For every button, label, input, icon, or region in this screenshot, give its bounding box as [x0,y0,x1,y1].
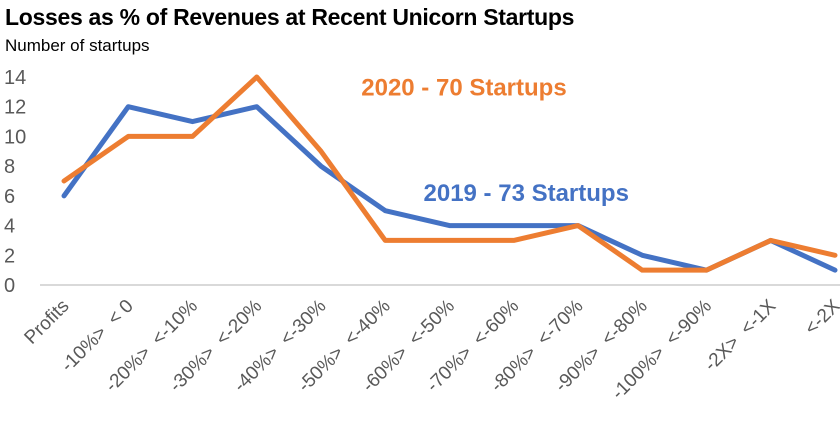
y-tick-label: 8 [4,156,15,178]
series-annotation-2019: 2019 - 73 Startups [424,180,629,207]
y-tick-label: 14 [4,67,26,89]
y-tick-label: 6 [4,186,15,208]
y-tick-label: 12 [4,97,26,119]
y-tick-label: 10 [4,126,26,148]
series-lines [61,74,838,273]
y-tick-label: 0 [4,275,15,297]
series-line-2020 [61,74,838,273]
x-tick-label: Profits [21,296,74,349]
x-axis-labels: Profits-10%> < 0-20%> <-10%-30%> <-20%-4… [21,295,840,403]
series-annotation-2020: 2020 - 70 Startups [361,74,566,101]
chart-title: Losses as % of Revenues at Recent Unicor… [5,4,575,30]
chart-subtitle: Number of startups [5,36,150,55]
series-annotations: 2020 - 70 Startups 2019 - 73 Startups [361,74,629,206]
x-tick-label: <-2X [801,295,840,339]
y-tick-label: 4 [4,216,15,238]
y-axis-ticks: 0 2 4 6 8 10 12 14 [4,67,26,297]
y-tick-label: 2 [4,245,15,267]
